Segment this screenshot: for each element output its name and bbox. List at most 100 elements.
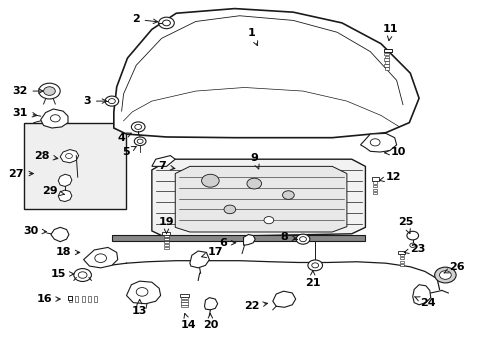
Text: 14: 14 bbox=[180, 314, 196, 330]
Circle shape bbox=[282, 191, 294, 199]
Bar bbox=[399, 261, 404, 263]
Bar bbox=[373, 185, 376, 187]
Bar bbox=[75, 296, 78, 302]
Text: 4: 4 bbox=[117, 133, 131, 143]
Bar bbox=[181, 305, 187, 307]
Circle shape bbox=[134, 137, 146, 145]
Text: 16: 16 bbox=[36, 294, 60, 304]
Text: 23: 23 bbox=[404, 244, 425, 254]
Text: 9: 9 bbox=[250, 153, 259, 169]
Text: 28: 28 bbox=[34, 150, 58, 161]
Polygon shape bbox=[152, 159, 365, 237]
Bar bbox=[163, 235, 169, 237]
Circle shape bbox=[224, 205, 235, 214]
Bar bbox=[384, 58, 388, 61]
Polygon shape bbox=[126, 281, 160, 304]
Text: 13: 13 bbox=[132, 300, 147, 316]
Circle shape bbox=[50, 115, 60, 122]
Polygon shape bbox=[114, 9, 418, 138]
Bar bbox=[181, 297, 187, 299]
Text: 26: 26 bbox=[443, 262, 464, 273]
Text: 12: 12 bbox=[379, 172, 401, 182]
Bar bbox=[163, 238, 169, 240]
Text: 20: 20 bbox=[202, 314, 218, 330]
Circle shape bbox=[162, 20, 170, 26]
Polygon shape bbox=[51, 227, 69, 242]
Text: 24: 24 bbox=[414, 297, 435, 308]
Polygon shape bbox=[360, 134, 396, 152]
Circle shape bbox=[299, 237, 306, 242]
Polygon shape bbox=[41, 109, 68, 128]
Bar bbox=[163, 241, 169, 243]
Circle shape bbox=[307, 260, 322, 271]
Circle shape bbox=[135, 125, 142, 130]
Bar bbox=[68, 296, 72, 300]
Circle shape bbox=[264, 217, 273, 224]
Circle shape bbox=[136, 288, 148, 296]
Circle shape bbox=[108, 99, 115, 104]
Bar bbox=[373, 192, 376, 194]
Circle shape bbox=[439, 271, 450, 279]
Bar bbox=[399, 257, 404, 259]
Text: 15: 15 bbox=[51, 269, 74, 279]
Circle shape bbox=[131, 122, 145, 132]
Bar bbox=[163, 244, 169, 246]
Bar bbox=[112, 234, 365, 241]
Bar bbox=[94, 296, 97, 302]
Bar bbox=[163, 247, 169, 249]
Circle shape bbox=[39, 83, 60, 99]
Circle shape bbox=[74, 269, 91, 282]
Bar bbox=[69, 296, 72, 302]
Text: 21: 21 bbox=[305, 271, 320, 288]
Text: 25: 25 bbox=[397, 217, 412, 234]
Bar bbox=[384, 61, 388, 64]
Bar bbox=[181, 302, 187, 305]
Polygon shape bbox=[189, 251, 209, 268]
Circle shape bbox=[65, 153, 72, 158]
Text: 7: 7 bbox=[159, 161, 175, 171]
Bar bbox=[161, 232, 170, 235]
Text: 32: 32 bbox=[12, 86, 43, 96]
Text: 1: 1 bbox=[247, 28, 257, 46]
Bar bbox=[371, 177, 378, 181]
Text: 6: 6 bbox=[219, 238, 235, 248]
Bar bbox=[88, 296, 91, 302]
Text: 8: 8 bbox=[280, 232, 296, 242]
Circle shape bbox=[95, 254, 106, 262]
Circle shape bbox=[137, 139, 143, 143]
Bar bbox=[384, 55, 388, 58]
Text: 18: 18 bbox=[56, 247, 80, 257]
Text: 2: 2 bbox=[132, 14, 158, 24]
Text: 29: 29 bbox=[42, 186, 64, 197]
Circle shape bbox=[311, 263, 318, 268]
Text: 3: 3 bbox=[83, 96, 106, 106]
Text: 11: 11 bbox=[382, 24, 398, 41]
Bar bbox=[384, 64, 388, 67]
Bar bbox=[383, 49, 391, 52]
Bar bbox=[384, 53, 388, 55]
Circle shape bbox=[296, 234, 309, 244]
Polygon shape bbox=[175, 166, 346, 232]
Bar bbox=[180, 294, 188, 297]
Circle shape bbox=[105, 96, 119, 106]
Text: 30: 30 bbox=[23, 226, 46, 236]
Circle shape bbox=[409, 243, 415, 247]
Polygon shape bbox=[58, 174, 72, 186]
Bar bbox=[81, 296, 84, 302]
Circle shape bbox=[201, 174, 219, 187]
Polygon shape bbox=[83, 247, 118, 268]
Polygon shape bbox=[58, 190, 72, 202]
Circle shape bbox=[369, 139, 379, 146]
FancyBboxPatch shape bbox=[24, 123, 126, 210]
Bar bbox=[372, 181, 377, 184]
Polygon shape bbox=[60, 149, 79, 163]
Bar bbox=[399, 264, 404, 266]
Circle shape bbox=[43, 87, 55, 95]
Polygon shape bbox=[272, 291, 295, 307]
Text: 17: 17 bbox=[201, 247, 223, 258]
Polygon shape bbox=[204, 298, 217, 310]
Polygon shape bbox=[412, 285, 430, 305]
Circle shape bbox=[158, 17, 174, 29]
Polygon shape bbox=[243, 234, 255, 245]
Bar bbox=[397, 251, 404, 253]
